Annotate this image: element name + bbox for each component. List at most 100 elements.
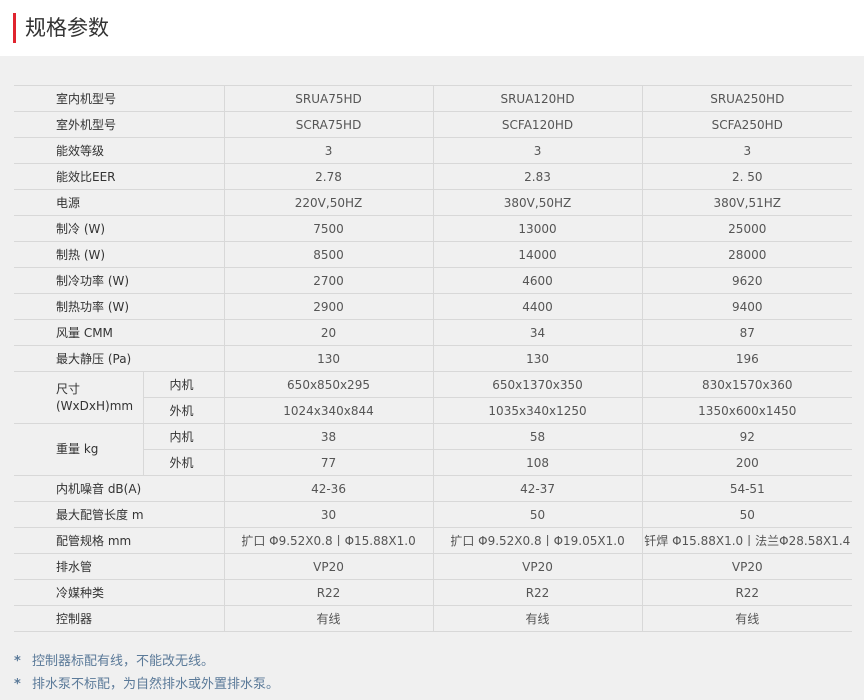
cell-value: R22 bbox=[641, 579, 853, 606]
cell-value: 50 bbox=[432, 501, 643, 528]
row-label: 排水管 bbox=[14, 553, 225, 580]
cell-value: 2.78 bbox=[223, 163, 434, 190]
table-row: 排水管 VP20 VP20 VP20 bbox=[14, 553, 853, 580]
cell-value: 42-36 bbox=[223, 475, 434, 502]
cell-value: 2900 bbox=[223, 293, 434, 320]
cell-value: 650x850x295 bbox=[223, 371, 434, 398]
sub-label: 内机 bbox=[142, 371, 225, 398]
sub-label: 内机 bbox=[142, 423, 225, 450]
row-label: 制热功率 (W) bbox=[14, 293, 225, 320]
row-label: 电源 bbox=[14, 189, 225, 216]
cell-value: 7500 bbox=[223, 215, 434, 242]
cell-value: 8500 bbox=[223, 241, 434, 268]
note-item: * 排水泵不标配，为自然排水或外置排水泵。 bbox=[14, 673, 279, 696]
asterisk-icon: * bbox=[14, 654, 21, 669]
table-row: 最大静压 (Pa) 130 130 196 bbox=[14, 345, 853, 372]
cell-value: 38 bbox=[223, 423, 434, 450]
cell-value: 200 bbox=[641, 449, 853, 476]
cell-value: 3 bbox=[223, 137, 434, 164]
row-label: 制热 (W) bbox=[14, 241, 225, 268]
table-row: 风量 CMM 20 34 87 bbox=[14, 319, 853, 346]
cell-value: 9620 bbox=[641, 267, 853, 294]
cell-value: 28000 bbox=[641, 241, 853, 268]
row-label: 最大静压 (Pa) bbox=[14, 345, 225, 372]
row-label: 制冷 (W) bbox=[14, 215, 225, 242]
cell-value: 130 bbox=[223, 345, 434, 372]
cell-value: 92 bbox=[641, 423, 853, 450]
cell-value: 1024x340x844 bbox=[223, 397, 434, 424]
table-row: 尺寸 (WxDxH)mm 内机 650x850x295 650x1370x350 830… bbox=[14, 371, 853, 424]
cell-value: 2.83 bbox=[432, 163, 643, 190]
table-row: 制冷功率 (W) 2700 4600 9620 bbox=[14, 267, 853, 294]
row-label: 重量 kg bbox=[14, 423, 143, 476]
cell-value: 13000 bbox=[432, 215, 643, 242]
cell-value: R22 bbox=[223, 579, 434, 606]
table-row: 最大配管长度 m 30 50 50 bbox=[14, 501, 853, 528]
cell-value: 130 bbox=[432, 345, 643, 372]
table-row: 制热 (W) 8500 14000 28000 bbox=[14, 241, 853, 268]
cell-value: 14000 bbox=[432, 241, 643, 268]
row-label: 能效等级 bbox=[14, 137, 225, 164]
cell-value: 830x1570x360 bbox=[641, 371, 853, 398]
cell-value: SRUA120HD bbox=[432, 85, 643, 112]
cell-value: 380V,50HZ bbox=[432, 189, 643, 216]
cell-value: 4600 bbox=[432, 267, 643, 294]
row-label: 控制器 bbox=[14, 605, 225, 632]
spec-table: 室内机型号 SRUA75HD SRUA120HD SRUA250HD 室外机型号 SCRA… bbox=[14, 85, 853, 632]
row-label: 配管规格 mm bbox=[14, 527, 225, 554]
cell-value: R22 bbox=[432, 579, 643, 606]
cell-value: 扩口 Φ9.52X0.8丨Φ15.88X1.0 bbox=[223, 527, 434, 554]
table-row: 控制器 有线 有线 有线 bbox=[14, 605, 853, 632]
cell-value: VP20 bbox=[223, 553, 434, 580]
note-text: 控制器标配有线，不能改无线。 bbox=[32, 654, 215, 669]
row-label: 室内机型号 bbox=[14, 85, 225, 112]
row-label: 室外机型号 bbox=[14, 111, 225, 138]
cell-value: 220V,50HZ bbox=[223, 189, 434, 216]
sub-label: 外机 bbox=[142, 449, 225, 476]
table-row: 内机噪音 dB(A) 42-36 42-37 54-51 bbox=[14, 475, 853, 502]
cell-value: 2. 50 bbox=[641, 163, 853, 190]
cell-value: 54-51 bbox=[641, 475, 853, 502]
row-label: 能效比EER bbox=[14, 163, 225, 190]
accent-bar bbox=[13, 13, 16, 43]
cell-value: 58 bbox=[432, 423, 643, 450]
table-row: 重量 kg 内机 38 58 92 bbox=[14, 423, 853, 476]
cell-value: 1350x600x1450 bbox=[641, 397, 853, 424]
cell-value: VP20 bbox=[641, 553, 853, 580]
row-label: 风量 CMM bbox=[14, 319, 225, 346]
cell-value: SCFA250HD bbox=[641, 111, 853, 138]
row-label: 最大配管长度 m bbox=[14, 501, 225, 528]
cell-value: 650x1370x350 bbox=[432, 371, 643, 398]
table-row: 制热功率 (W) 2900 4400 9400 bbox=[14, 293, 853, 320]
cell-value: 42-37 bbox=[432, 475, 643, 502]
cell-value: 4400 bbox=[432, 293, 643, 320]
cell-value: 87 bbox=[641, 319, 853, 346]
table-row: 室外机型号 SCRA75HD SCFA120HD SCFA250HD bbox=[14, 111, 853, 138]
cell-value: 3 bbox=[641, 137, 853, 164]
cell-value: 108 bbox=[432, 449, 643, 476]
note-item: * 控制器标配有线，不能改无线。 bbox=[14, 650, 279, 673]
table-row: 电源 220V,50HZ 380V,50HZ 380V,51HZ bbox=[14, 189, 853, 216]
table-row: 能效比EER 2.78 2.83 2. 50 bbox=[14, 163, 853, 190]
table-row: 能效等级 3 3 3 bbox=[14, 137, 853, 164]
table-row: 配管规格 mm 扩口 Φ9.52X0.8丨Φ15.88X1.0 扩口 Φ9.52X0… bbox=[14, 527, 853, 554]
table-row: 室内机型号 SRUA75HD SRUA120HD SRUA250HD bbox=[14, 85, 853, 112]
cell-value: 25000 bbox=[641, 215, 853, 242]
section-header: 规格参数 bbox=[0, 0, 864, 56]
cell-value: 钎焊 Φ15.88X1.0丨法兰Φ28.58X1.4 bbox=[641, 527, 853, 554]
cell-value: 有线 bbox=[432, 605, 643, 632]
cell-value: 9400 bbox=[641, 293, 853, 320]
cell-value: 380V,51HZ bbox=[641, 189, 853, 216]
cell-value: SRUA75HD bbox=[223, 85, 434, 112]
cell-value: SCFA120HD bbox=[432, 111, 643, 138]
row-label: 制冷功率 (W) bbox=[14, 267, 225, 294]
row-label: 尺寸 (WxDxH)mm bbox=[14, 371, 143, 424]
asterisk-icon: * bbox=[14, 677, 21, 692]
cell-value: 30 bbox=[223, 501, 434, 528]
cell-value: SRUA250HD bbox=[641, 85, 853, 112]
cell-value: 有线 bbox=[641, 605, 853, 632]
cell-value: 77 bbox=[223, 449, 434, 476]
notes: * 控制器标配有线，不能改无线。 * 排水泵不标配，为自然排水或外置排水泵。 bbox=[14, 650, 279, 696]
cell-value: 2700 bbox=[223, 267, 434, 294]
cell-value: 196 bbox=[641, 345, 853, 372]
